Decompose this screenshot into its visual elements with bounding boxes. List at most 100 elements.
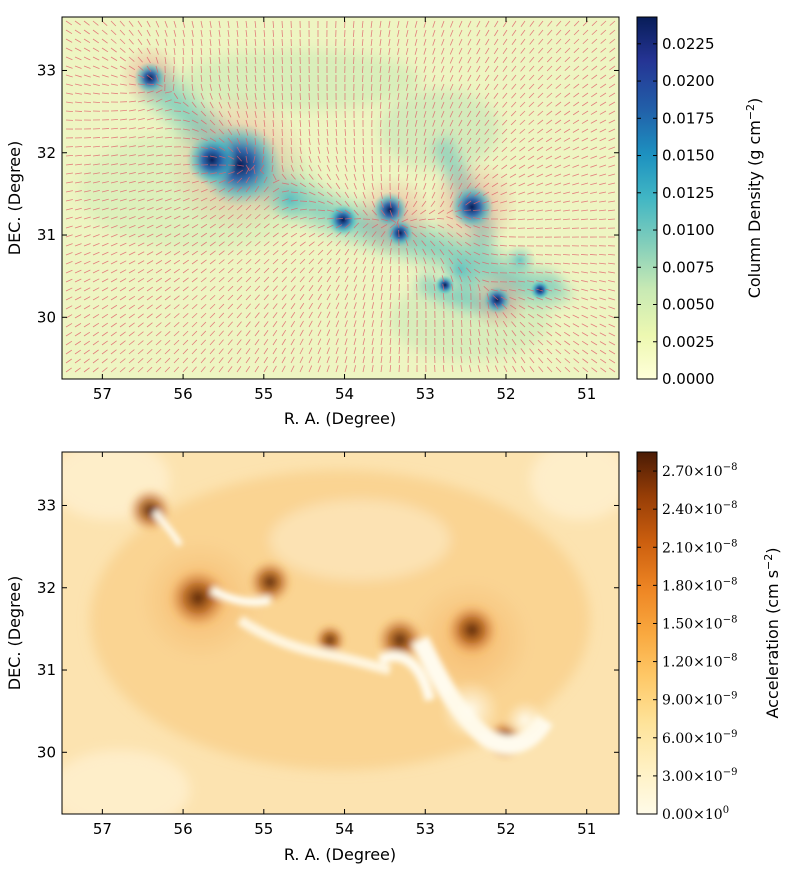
- vector-arrow: [155, 313, 162, 319]
- vector-arrow: [432, 110, 436, 118]
- vector-arrow: [137, 295, 145, 301]
- vector-arrow: [164, 322, 171, 328]
- vector-arrow: [415, 275, 418, 283]
- vector-arrow: [128, 163, 136, 166]
- vector-arrow: [608, 110, 616, 115]
- vector-arrow: [335, 293, 340, 301]
- vector-arrow: [83, 92, 91, 95]
- vector-arrow: [397, 65, 400, 73]
- vector-arrow: [478, 320, 481, 328]
- vector-arrow: [110, 65, 118, 70]
- vector-arrow: [388, 110, 391, 118]
- vector-arrow: [466, 128, 472, 136]
- vector-arrow: [609, 38, 616, 44]
- vector-arrow: [128, 20, 134, 27]
- vector-arrow: [600, 38, 607, 44]
- vector-arrow: [128, 322, 135, 328]
- vector-arrow: [74, 323, 82, 328]
- vector-arrow: [137, 56, 143, 63]
- vector-arrow: [353, 200, 358, 208]
- vector-arrow: [281, 320, 287, 328]
- vector-arrow: [254, 347, 260, 355]
- vector-arrow: [155, 340, 162, 346]
- vector-arrow: [423, 119, 427, 127]
- vector-arrow: [101, 287, 109, 292]
- vector-arrow: [227, 187, 234, 193]
- vector-arrow: [484, 110, 490, 117]
- vector-arrow: [128, 56, 135, 62]
- vector-arrow: [191, 330, 198, 337]
- vector-arrow: [173, 277, 180, 283]
- vector-arrow: [609, 367, 616, 373]
- vector-arrow: [245, 223, 252, 229]
- vector-arrow: [458, 110, 463, 118]
- vector-arrow: [218, 83, 222, 91]
- vector-arrow: [476, 38, 481, 46]
- vector-arrow: [509, 173, 517, 178]
- vector-arrow: [164, 145, 173, 148]
- vector-arrow: [406, 155, 409, 163]
- vector-arrow: [389, 266, 392, 274]
- vector-arrow: [362, 155, 365, 163]
- vector-arrow: [362, 266, 366, 274]
- vector-arrow: [590, 155, 598, 159]
- vector-arrow: [485, 20, 490, 28]
- vector-arrow: [119, 83, 127, 86]
- vector-arrow: [182, 224, 190, 229]
- vector-arrow: [236, 110, 240, 118]
- vector-arrow: [608, 182, 616, 186]
- vector-arrow: [571, 218, 580, 221]
- vector-arrow: [290, 320, 296, 328]
- vector-arrow: [526, 263, 535, 265]
- vector-arrow: [591, 367, 598, 373]
- vector-arrow: [83, 74, 91, 78]
- vector-arrow: [563, 331, 571, 337]
- vector-arrow: [464, 224, 472, 229]
- vector-arrow: [137, 171, 145, 175]
- colorbar-tick-exponent: −9: [723, 691, 738, 702]
- vector-arrow: [263, 83, 266, 91]
- vector-arrow: [608, 315, 616, 319]
- vector-arrow: [564, 38, 571, 45]
- vector-arrow: [173, 259, 181, 265]
- vector-arrow: [236, 339, 242, 346]
- vector-arrow: [599, 101, 607, 106]
- vector-arrow: [520, 365, 526, 373]
- vector-arrow: [460, 284, 463, 292]
- vector-arrow: [406, 128, 409, 136]
- vector-arrow: [370, 38, 373, 46]
- vector-arrow: [371, 257, 375, 265]
- vector-arrow: [406, 173, 409, 181]
- vector-arrow: [74, 260, 82, 265]
- vector-arrow: [83, 145, 92, 148]
- vector-arrow: [236, 65, 239, 73]
- vector-arrow: [272, 232, 279, 238]
- vector-arrow: [119, 74, 127, 78]
- vector-arrow: [65, 323, 73, 328]
- vector-arrow: [599, 164, 607, 168]
- vector-arrow: [119, 225, 127, 229]
- vector-arrow: [317, 365, 321, 373]
- vector-arrow: [83, 340, 91, 346]
- vector-arrow: [492, 155, 499, 162]
- vector-arrow: [437, 209, 445, 215]
- vector-arrow: [482, 279, 490, 283]
- vector-arrow: [290, 83, 292, 92]
- vector-arrow: [473, 251, 481, 256]
- vector-arrow: [503, 347, 508, 355]
- vector-arrow: [218, 29, 221, 37]
- vector-arrow: [511, 47, 517, 54]
- vector-arrow: [173, 198, 181, 202]
- vector-arrow: [353, 284, 357, 292]
- vector-arrow: [538, 38, 544, 45]
- colorbar-tick-mantissa: 1.20: [662, 655, 693, 671]
- vector-arrow: [483, 173, 490, 180]
- vector-arrow: [581, 101, 589, 107]
- vector-arrow: [272, 119, 275, 128]
- vector-arrow: [182, 163, 191, 166]
- vector-arrow: [137, 163, 145, 166]
- vector-arrow: [371, 266, 375, 274]
- vector-arrow: [101, 56, 109, 61]
- vector-arrow: [254, 276, 261, 283]
- vector-arrow: [92, 65, 100, 70]
